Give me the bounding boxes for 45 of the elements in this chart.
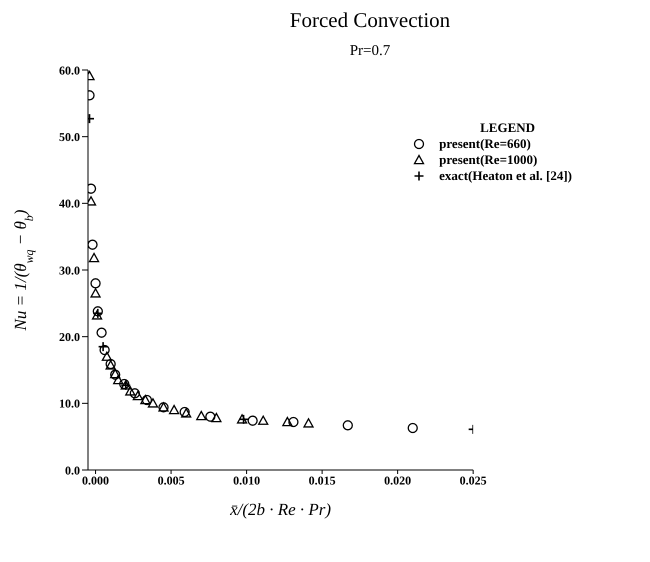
point [342, 420, 353, 430]
point [90, 288, 101, 298]
chart-title: Forced Convection [288, 8, 452, 33]
y-tick-label: 50.0 [59, 130, 80, 144]
point [88, 240, 98, 250]
legend-title: LEGEND [479, 120, 536, 136]
point [247, 416, 258, 426]
x-tick-label: 0.015 [308, 474, 336, 488]
legend-label: present(Re=660) [439, 136, 531, 152]
x-axis-title: x̄/(2b · Re · Pr) [229, 500, 332, 519]
point [90, 278, 101, 288]
point [132, 390, 143, 400]
point [196, 410, 206, 420]
point [148, 398, 158, 408]
point [288, 416, 299, 428]
point [205, 412, 216, 422]
y-tick-label: 60.0 [59, 63, 80, 78]
y-tick-label: 0.0 [65, 463, 80, 478]
x-tick-label: 0.010 [233, 474, 260, 488]
point [282, 416, 293, 426]
point [98, 341, 108, 352]
point [102, 352, 112, 361]
point [113, 374, 124, 384]
point [258, 416, 268, 425]
y-tick-label: 30.0 [59, 263, 80, 278]
point [99, 344, 110, 356]
point [303, 418, 314, 428]
point [211, 412, 222, 422]
point [125, 386, 136, 396]
point [408, 422, 418, 434]
y-tick-label: 20.0 [59, 330, 80, 344]
x-tick-label: 0.000 [82, 474, 110, 488]
x-tick-label: 0.025 [460, 474, 487, 488]
x-tick-label: 0.020 [384, 474, 412, 488]
point [88, 252, 100, 262]
point [168, 404, 180, 414]
x-tick-label: 0.005 [158, 474, 185, 488]
y-tick-label: 40.0 [59, 196, 80, 211]
legend-label: present(Re=1000) [439, 152, 538, 168]
point [92, 306, 103, 316]
point [96, 328, 107, 338]
legend-label: exact(Heaton et al. [24]) [439, 168, 572, 184]
y-tick-label: 10.0 [59, 396, 80, 411]
chart-subtitle: Pr=0.7 [348, 43, 392, 60]
point [130, 388, 140, 398]
